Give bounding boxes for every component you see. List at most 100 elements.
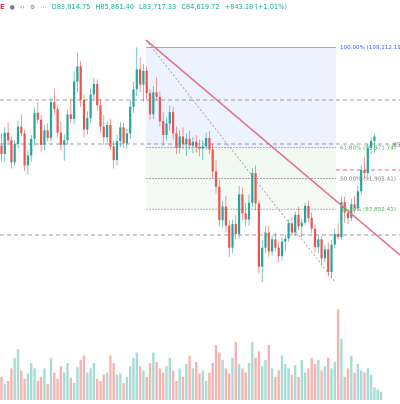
candle[interactable] bbox=[317, 234, 320, 254]
candle[interactable] bbox=[36, 102, 39, 124]
candle[interactable] bbox=[69, 98, 72, 123]
candle[interactable] bbox=[122, 122, 125, 148]
candle[interactable] bbox=[96, 79, 99, 111]
candle[interactable] bbox=[327, 242, 330, 277]
candle[interactable] bbox=[115, 134, 119, 166]
more-icon[interactable]: ⋯ bbox=[40, 4, 47, 11]
candle[interactable] bbox=[244, 202, 247, 227]
candle[interactable] bbox=[323, 244, 326, 263]
candle[interactable] bbox=[132, 81, 135, 113]
candle[interactable] bbox=[56, 105, 59, 138]
candle[interactable] bbox=[66, 109, 69, 145]
candle[interactable] bbox=[287, 219, 290, 242]
candle[interactable] bbox=[241, 187, 244, 221]
candle[interactable] bbox=[271, 235, 274, 257]
candle[interactable] bbox=[294, 211, 297, 237]
candle[interactable] bbox=[49, 96, 53, 142]
candle[interactable] bbox=[148, 89, 152, 120]
candle[interactable] bbox=[162, 112, 165, 146]
candle[interactable] bbox=[337, 223, 340, 240]
candle[interactable] bbox=[86, 111, 89, 135]
candle[interactable] bbox=[267, 226, 270, 257]
candle[interactable] bbox=[168, 105, 171, 131]
candle[interactable] bbox=[188, 131, 191, 150]
settings-icon[interactable]: ⚙ bbox=[29, 4, 36, 11]
candle[interactable] bbox=[135, 47, 138, 97]
candle[interactable] bbox=[40, 115, 43, 152]
candle[interactable] bbox=[76, 52, 79, 93]
candle[interactable] bbox=[20, 114, 23, 137]
candle[interactable] bbox=[350, 198, 353, 222]
candle[interactable] bbox=[340, 196, 343, 241]
candle[interactable] bbox=[7, 122, 10, 144]
candle[interactable] bbox=[23, 129, 26, 171]
candle[interactable] bbox=[125, 128, 128, 149]
candle[interactable] bbox=[228, 220, 231, 257]
candle[interactable] bbox=[307, 200, 310, 223]
candle[interactable] bbox=[261, 239, 264, 282]
candle[interactable] bbox=[214, 160, 218, 194]
candle[interactable] bbox=[373, 134, 376, 154]
candle[interactable] bbox=[92, 77, 95, 100]
candle[interactable] bbox=[205, 132, 208, 151]
candle[interactable] bbox=[277, 241, 280, 263]
candle[interactable] bbox=[254, 165, 257, 211]
candle[interactable] bbox=[109, 118, 112, 151]
candle[interactable] bbox=[238, 186, 241, 239]
candle[interactable] bbox=[53, 89, 56, 114]
candle[interactable] bbox=[274, 232, 277, 252]
candle[interactable] bbox=[129, 99, 132, 139]
candle[interactable] bbox=[152, 86, 155, 119]
candle[interactable] bbox=[231, 219, 234, 254]
candle[interactable] bbox=[234, 214, 237, 240]
candle[interactable] bbox=[181, 127, 185, 150]
candle[interactable] bbox=[195, 134, 198, 153]
candle[interactable] bbox=[89, 88, 92, 123]
candle[interactable] bbox=[198, 139, 201, 157]
candle[interactable] bbox=[155, 77, 158, 101]
candle[interactable] bbox=[300, 218, 303, 238]
candle[interactable] bbox=[10, 136, 13, 169]
candle[interactable] bbox=[30, 134, 33, 162]
candle[interactable] bbox=[139, 57, 142, 93]
candle[interactable] bbox=[304, 202, 307, 225]
candle[interactable] bbox=[112, 141, 115, 169]
candle[interactable] bbox=[172, 106, 175, 140]
candle[interactable] bbox=[13, 140, 16, 167]
candle[interactable] bbox=[313, 224, 317, 254]
candle[interactable] bbox=[26, 150, 29, 175]
candle[interactable] bbox=[257, 201, 260, 274]
candle[interactable] bbox=[185, 133, 188, 157]
candle[interactable] bbox=[102, 115, 105, 145]
candle[interactable] bbox=[73, 71, 76, 125]
candle[interactable] bbox=[310, 212, 313, 234]
candle[interactable] bbox=[221, 201, 224, 228]
candle[interactable] bbox=[320, 236, 323, 265]
candle[interactable] bbox=[145, 66, 148, 100]
candle[interactable] bbox=[43, 125, 46, 151]
candle[interactable] bbox=[165, 117, 168, 141]
candle[interactable] bbox=[280, 237, 284, 261]
candle[interactable] bbox=[119, 122, 122, 148]
candle[interactable] bbox=[201, 140, 204, 161]
fib-diagonal[interactable] bbox=[145, 39, 337, 284]
candle[interactable] bbox=[330, 240, 333, 279]
eye-icon[interactable]: ● bbox=[9, 4, 15, 11]
trendline[interactable] bbox=[145, 39, 400, 256]
candle[interactable] bbox=[208, 131, 211, 154]
candle[interactable] bbox=[356, 186, 359, 212]
symbol-label[interactable]: E bbox=[0, 3, 5, 11]
candle[interactable] bbox=[79, 61, 82, 107]
candle[interactable] bbox=[178, 130, 181, 154]
candle[interactable] bbox=[370, 137, 373, 154]
candle[interactable] bbox=[106, 121, 109, 143]
candle[interactable] bbox=[33, 107, 36, 146]
candle[interactable] bbox=[142, 64, 145, 102]
candle[interactable] bbox=[3, 127, 6, 163]
candle[interactable] bbox=[218, 179, 221, 227]
candle[interactable] bbox=[247, 194, 251, 226]
candle[interactable] bbox=[251, 167, 254, 207]
candle[interactable] bbox=[224, 195, 227, 233]
